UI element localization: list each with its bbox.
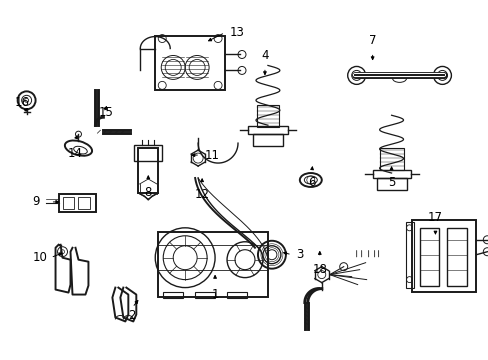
Text: 18: 18 (312, 263, 326, 276)
Bar (195, 292, 215, 298)
Bar (78, 197, 90, 209)
Bar (155, 36, 224, 90)
Text: 8: 8 (144, 186, 152, 199)
Bar (247, 126, 287, 134)
Bar (372, 170, 410, 178)
Bar (158, 232, 267, 297)
Bar (226, 292, 246, 298)
Bar (411, 220, 475, 292)
Bar (163, 292, 183, 298)
Bar (256, 105, 278, 127)
Bar (379, 148, 403, 170)
Text: 11: 11 (204, 149, 220, 162)
Bar (405, 222, 413, 288)
Bar (419, 228, 439, 285)
Text: 10: 10 (33, 251, 47, 264)
Text: 3: 3 (295, 248, 303, 261)
Text: 2: 2 (128, 309, 136, 322)
Bar (59, 194, 96, 212)
Text: 15: 15 (98, 106, 113, 119)
Text: 13: 13 (229, 26, 244, 39)
Text: 16: 16 (15, 96, 30, 109)
Text: 9: 9 (33, 195, 40, 208)
Text: 17: 17 (427, 211, 442, 224)
Bar (134, 145, 162, 161)
Text: 12: 12 (194, 188, 209, 202)
Text: 7: 7 (368, 34, 376, 47)
Bar (62, 197, 74, 209)
Text: 6: 6 (307, 176, 315, 189)
Text: 14: 14 (68, 147, 83, 159)
Text: 4: 4 (261, 49, 268, 62)
Bar (252, 134, 283, 146)
Bar (376, 178, 406, 190)
Bar (138, 148, 158, 193)
Text: 1: 1 (211, 288, 219, 301)
Text: 5: 5 (387, 176, 394, 189)
Bar (447, 228, 467, 285)
